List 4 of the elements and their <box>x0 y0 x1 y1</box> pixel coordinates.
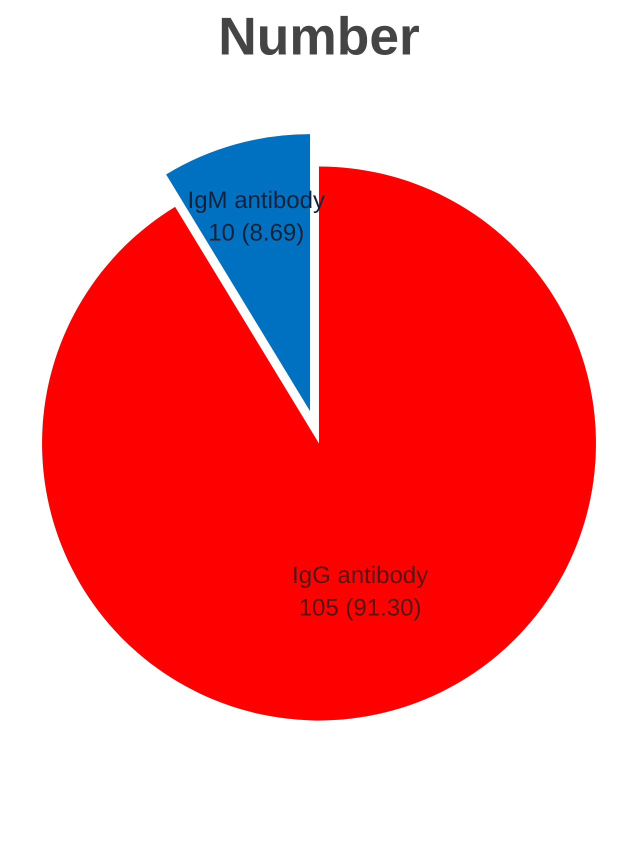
data-label: 10 (8.69) <box>208 220 304 247</box>
chart-title: Number <box>218 8 420 66</box>
data-label: 105 (91.30) <box>298 594 422 622</box>
slice-label: IgG antibody <box>292 562 428 590</box>
